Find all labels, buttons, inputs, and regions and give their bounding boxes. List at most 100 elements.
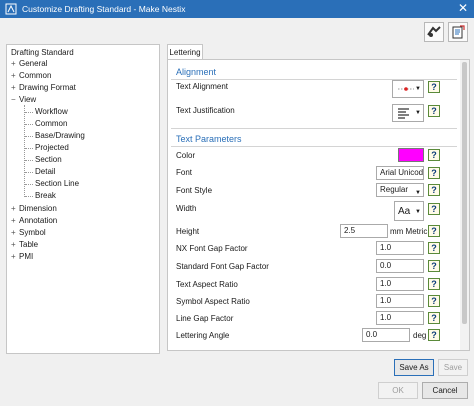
help-icon[interactable]: ? [428, 312, 440, 324]
help-icon[interactable]: ? [428, 167, 440, 179]
tree-connector [25, 160, 33, 161]
help-icon[interactable]: ? [428, 260, 440, 272]
symbol-aspect-input[interactable]: 1.0 [376, 294, 424, 308]
tree-connector [24, 105, 25, 197]
help-icon[interactable]: ? [428, 184, 440, 196]
symbol-aspect-label: Symbol Aspect Ratio [176, 297, 250, 306]
aspect-label: Text Aspect Ratio [176, 280, 238, 289]
tree-item-drawing-format[interactable]: + Drawing Format [11, 82, 76, 94]
tree-connector [25, 124, 33, 125]
divider [171, 128, 457, 129]
toolbar [424, 22, 470, 42]
export-settings-icon [452, 25, 465, 39]
tree-item-label: General [19, 59, 48, 68]
lettering-angle-label: Lettering Angle [176, 331, 230, 340]
save-button[interactable]: Save [438, 359, 468, 376]
collapse-icon[interactable]: − [11, 95, 16, 104]
tree-item-annotation[interactable]: + Annotation [11, 215, 57, 227]
text-justification-select[interactable]: ▼ [392, 104, 424, 122]
color-label: Color [176, 151, 196, 160]
width-label: Width [176, 204, 197, 213]
category-tree: Drafting Standard + General + Common + Draw… [6, 44, 160, 354]
font-select[interactable]: Arial Unicode [376, 166, 424, 180]
width-select[interactable]: Aa ▼ [394, 201, 424, 221]
tree-item-symbol[interactable]: + Symbol [11, 227, 46, 239]
tree-item-projected[interactable]: Projected [35, 143, 69, 152]
tree-connector [25, 196, 33, 197]
expand-icon[interactable]: + [11, 216, 16, 225]
title-bar: Customize Drafting Standard - Make Nesti… [0, 0, 474, 18]
expand-icon[interactable]: + [11, 83, 16, 92]
ok-button[interactable]: OK [378, 382, 418, 399]
expand-icon[interactable]: + [11, 71, 16, 80]
help-icon[interactable]: ? [428, 81, 440, 93]
tree-item-detail[interactable]: Detail [35, 167, 56, 176]
tree-item-workflow[interactable]: Workflow [35, 107, 68, 116]
line-gap-input[interactable]: 1.0 [376, 311, 424, 325]
expand-icon[interactable]: + [11, 252, 16, 261]
help-icon[interactable]: ? [428, 203, 440, 215]
expand-icon[interactable]: + [11, 59, 16, 68]
help-icon[interactable]: ? [428, 329, 440, 341]
font-style-value: Regular [380, 185, 409, 194]
tree-connector [25, 136, 33, 137]
close-icon[interactable]: ✕ [457, 1, 468, 15]
tree-item-general[interactable]: + General [11, 58, 47, 70]
help-icon[interactable]: ? [428, 278, 440, 290]
tree-item-break[interactable]: Break [35, 191, 56, 200]
tree-item-label: Dimension [19, 204, 57, 213]
scrollbar-thumb[interactable] [462, 62, 467, 324]
tree-item-common[interactable]: + Common [11, 70, 51, 82]
nx-gap-input[interactable]: 1.0 [376, 241, 424, 255]
aspect-input[interactable]: 1.0 [376, 277, 424, 291]
tree-item-label: View [19, 95, 37, 104]
tree-item-label: Annotation [19, 216, 58, 225]
chevron-down-icon: ▼ [415, 110, 421, 116]
text-justification-label: Text Justification [176, 106, 235, 115]
tree-item-section[interactable]: Section [35, 155, 62, 164]
save-as-button[interactable]: Save As [394, 359, 434, 376]
help-icon[interactable]: ? [428, 105, 440, 117]
tree-item-base-drawing[interactable]: Base/Drawing [35, 131, 85, 140]
settings-panel [167, 59, 470, 351]
tree-item-pmi[interactable]: + PMI [11, 251, 33, 263]
std-gap-label: Standard Font Gap Factor [176, 262, 269, 271]
app-icon [5, 3, 17, 15]
tree-item-view-common[interactable]: Common [35, 119, 68, 128]
height-input[interactable]: 2.5 [340, 224, 388, 238]
tree-connector [25, 172, 33, 173]
font-label: Font [176, 168, 193, 177]
panel-scrollbar[interactable] [460, 60, 469, 350]
tree-item-label: Drawing Format [19, 83, 76, 92]
expand-icon[interactable]: + [11, 204, 16, 213]
color-swatch-button[interactable] [398, 148, 424, 162]
load-settings-button[interactable] [424, 22, 444, 42]
help-icon[interactable]: ? [428, 295, 440, 307]
justify-left-icon [398, 108, 409, 119]
cancel-button[interactable]: Cancel [422, 382, 468, 399]
expand-icon[interactable]: + [11, 240, 16, 249]
font-style-select[interactable]: Regular ▼ [376, 183, 424, 197]
std-gap-input[interactable]: 0.0 [376, 259, 424, 273]
lettering-angle-input[interactable]: 0.0 [362, 328, 410, 342]
tree-item-table[interactable]: + Table [11, 239, 38, 251]
tab-lettering[interactable]: Lettering [167, 44, 203, 60]
chevron-down-icon: ▼ [415, 190, 421, 196]
alignment-point-icon [398, 87, 414, 91]
help-icon[interactable]: ? [428, 242, 440, 254]
load-settings-icon [427, 26, 441, 37]
section-title-alignment: Alignment [176, 67, 217, 77]
export-settings-button[interactable] [448, 22, 468, 42]
height-label: Height [176, 227, 200, 236]
tree-connector [25, 148, 33, 149]
tree-item-section-line[interactable]: Section Line [35, 179, 80, 188]
expand-icon[interactable]: + [11, 228, 16, 237]
help-icon[interactable]: ? [428, 149, 440, 161]
width-value: Aa [398, 206, 411, 217]
tree-item-view[interactable]: − View [11, 94, 36, 106]
text-alignment-select[interactable]: ▼ [392, 80, 424, 98]
tree-item-dimension[interactable]: + Dimension [11, 203, 57, 215]
section-title-text-parameters: Text Parameters [176, 134, 242, 144]
tree-connector [25, 184, 33, 185]
help-icon[interactable]: ? [428, 225, 440, 237]
